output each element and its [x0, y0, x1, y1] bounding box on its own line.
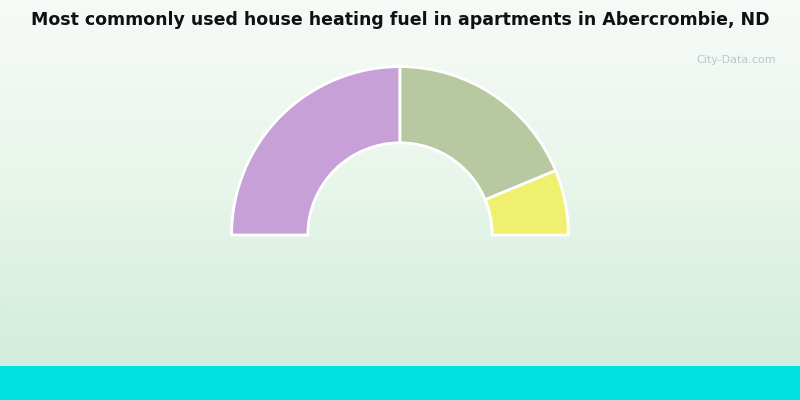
Bar: [0, 128, 800, 134]
Bar: [0, 189, 800, 195]
Bar: [0, 134, 800, 140]
Wedge shape: [485, 170, 569, 235]
Bar: [0, 244, 800, 250]
Bar: [0, 330, 800, 336]
Bar: [0, 201, 800, 207]
Bar: [0, 55, 800, 61]
Bar: [0, 262, 800, 268]
Bar: [0, 360, 800, 366]
Bar: [0, 92, 800, 98]
Bar: [0, 214, 800, 220]
Bar: [0, 250, 800, 256]
Bar: [0, 6, 800, 12]
Bar: [0, 104, 800, 110]
Bar: [0, 317, 800, 323]
Bar: [0, 348, 800, 354]
Bar: [0, 67, 800, 73]
Bar: [0, 24, 800, 30]
Bar: [0, 43, 800, 49]
Bar: [0, 36, 800, 43]
Bar: [0, 73, 800, 79]
Bar: [0, 98, 800, 104]
Bar: [0, 49, 800, 55]
Bar: [0, 18, 800, 24]
Bar: [0, 299, 800, 305]
Text: City-Data.com: City-Data.com: [696, 55, 776, 65]
Bar: [0, 354, 800, 360]
Bar: [0, 207, 800, 214]
Bar: [0, 177, 800, 183]
Bar: [0, 158, 800, 165]
Bar: [0, 171, 800, 177]
Bar: [0, 195, 800, 201]
Bar: [0, 85, 800, 92]
Bar: [0, 61, 800, 67]
Bar: [0, 0, 800, 6]
Bar: [0, 293, 800, 299]
Bar: [0, 336, 800, 342]
Bar: [0, 30, 800, 36]
Bar: [0, 281, 800, 287]
Bar: [0, 226, 800, 232]
Bar: [0, 238, 800, 244]
Bar: [0, 311, 800, 317]
Bar: [0, 79, 800, 85]
Bar: [0, 122, 800, 128]
Bar: [0, 146, 800, 152]
Text: Most commonly used house heating fuel in apartments in Abercrombie, ND: Most commonly used house heating fuel in…: [30, 11, 770, 29]
Wedge shape: [231, 66, 400, 235]
Bar: [0, 305, 800, 311]
Bar: [0, 12, 800, 18]
Bar: [0, 274, 800, 281]
Bar: [0, 342, 800, 348]
Bar: [0, 256, 800, 262]
Bar: [0, 323, 800, 330]
Bar: [0, 268, 800, 274]
Bar: [0, 232, 800, 238]
Bar: [0, 287, 800, 293]
Bar: [0, 140, 800, 146]
Bar: [0, 110, 800, 116]
Bar: [0, 116, 800, 122]
Wedge shape: [400, 66, 556, 200]
Bar: [0, 183, 800, 189]
Bar: [0, 220, 800, 226]
Bar: [0, 165, 800, 171]
Bar: [0, 152, 800, 158]
